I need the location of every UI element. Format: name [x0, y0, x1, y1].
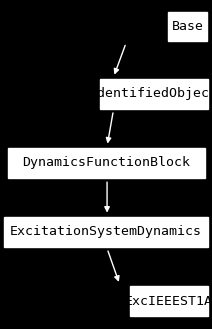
FancyBboxPatch shape [100, 79, 208, 109]
FancyBboxPatch shape [4, 217, 208, 247]
FancyBboxPatch shape [8, 148, 205, 178]
Text: DynamicsFunctionBlock: DynamicsFunctionBlock [22, 156, 191, 169]
FancyBboxPatch shape [130, 286, 208, 316]
Text: Base: Base [172, 20, 204, 33]
Text: ExcIEEEST1A: ExcIEEEST1A [125, 294, 212, 308]
Text: IdentifiedObject: IdentifiedObject [90, 87, 212, 100]
FancyBboxPatch shape [168, 12, 207, 41]
Text: ExcitationSystemDynamics: ExcitationSystemDynamics [10, 225, 202, 239]
